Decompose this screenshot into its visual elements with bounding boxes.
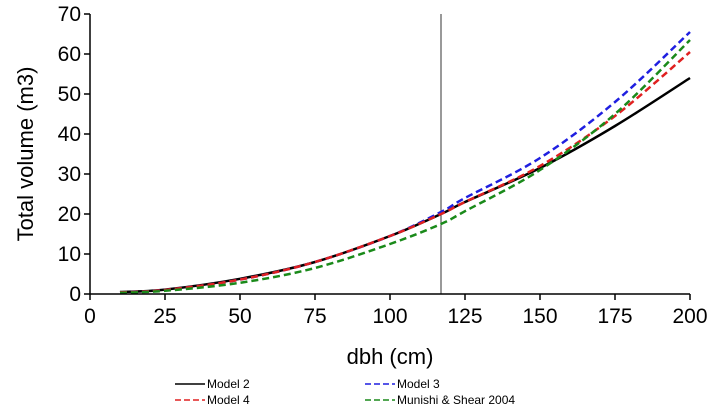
y-tick-label: 60 — [58, 43, 81, 66]
y-tick-label: 0 — [69, 283, 81, 306]
y-tick-label: 30 — [58, 163, 81, 186]
series-line-model-3 — [119, 31, 691, 294]
x-tick-label: 125 — [447, 305, 482, 328]
legend-label-model-4: Model 4 — [207, 393, 250, 407]
series-line-model-4 — [119, 51, 691, 294]
x-tick-label: 100 — [372, 305, 407, 328]
legend-label-model-3: Model 3 — [397, 377, 440, 391]
x-tick-label: 200 — [672, 305, 707, 328]
x-tick-label: 50 — [228, 305, 251, 328]
x-tick-label: 75 — [303, 305, 326, 328]
y-tick-label: 20 — [58, 203, 81, 226]
y-tick-label: 40 — [58, 123, 81, 146]
y-axis-title: Total volume (m3) — [13, 67, 38, 242]
x-tick-label: 0 — [84, 305, 96, 328]
axes — [89, 14, 690, 295]
series-line-munishi-shear-2004 — [119, 39, 691, 295]
y-ticks: 0 10 20 30 40 50 60 70 — [58, 3, 90, 306]
x-axis-title: dbh (cm) — [347, 344, 434, 369]
y-tick-label: 50 — [58, 83, 81, 106]
legend-label-munishi-shear-2004: Munishi & Shear 2004 — [397, 393, 515, 407]
x-tick-label: 175 — [597, 305, 632, 328]
series-line-model-2 — [119, 76, 691, 294]
plot-area — [119, 14, 691, 295]
x-ticks: 0 25 50 75 100 125 150 175 200 — [84, 294, 708, 328]
x-tick-label: 150 — [522, 305, 557, 328]
legend-label-model-2: Model 2 — [207, 377, 250, 391]
legend: Model 2 Model 3 Model 4 Munishi & Shear 200… — [175, 377, 515, 407]
y-tick-label: 10 — [58, 243, 81, 266]
y-tick-label: 70 — [58, 3, 81, 26]
x-tick-label: 25 — [153, 305, 176, 328]
